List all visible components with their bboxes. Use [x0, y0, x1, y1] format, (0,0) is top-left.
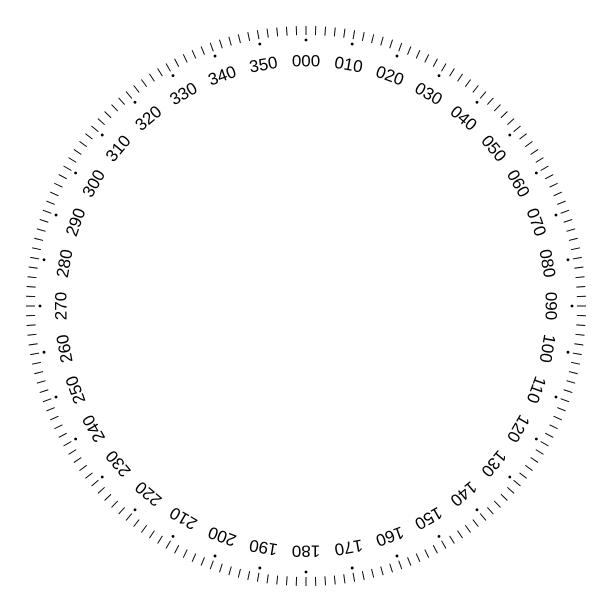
degree-label: 200	[206, 522, 239, 550]
compass-dial: 0000100200300400500600700800901001101201…	[0, 0, 612, 612]
degree-label: 170	[333, 535, 364, 559]
degree-label: 130	[477, 447, 510, 481]
degree-label: 120	[503, 411, 534, 445]
degree-label: 020	[373, 62, 406, 90]
degree-label: 300	[78, 166, 109, 200]
degree-label: 040	[447, 102, 481, 135]
degree-label: 340	[206, 62, 239, 90]
degree-label: 100	[535, 333, 559, 364]
degree-label: 060	[503, 166, 534, 200]
degree-label: 110	[523, 374, 550, 406]
minor-ticks	[26, 26, 586, 586]
degree-label: 290	[62, 206, 90, 239]
degree-label: 180	[292, 542, 320, 561]
degree-label: 150	[411, 503, 445, 534]
degree-label: 140	[447, 477, 481, 510]
degree-label: 160	[373, 522, 406, 550]
degree-label: 220	[132, 477, 166, 510]
degree-label: 320	[132, 102, 166, 135]
degree-label: 330	[166, 78, 200, 109]
degree-label: 250	[62, 373, 90, 406]
degree-label: 270	[51, 292, 70, 320]
degree-label: 230	[102, 447, 135, 481]
degree-label: 090	[542, 292, 561, 320]
degree-labels: 0000100200300400500600700800901001101201…	[51, 51, 560, 560]
major-dots	[39, 39, 574, 574]
degree-label: 050	[477, 132, 510, 166]
degree-label: 080	[535, 248, 559, 279]
degree-label: 280	[53, 248, 77, 279]
degree-label: 190	[248, 535, 279, 559]
degree-label: 010	[333, 53, 364, 77]
degree-label: 350	[248, 53, 279, 77]
degree-label: 240	[78, 411, 109, 445]
degree-label: 260	[53, 333, 77, 364]
degree-label: 070	[522, 206, 550, 239]
degree-label: 310	[102, 132, 135, 166]
degree-label: 210	[166, 503, 200, 534]
degree-label: 030	[411, 78, 445, 109]
degree-label: 000	[292, 51, 320, 70]
